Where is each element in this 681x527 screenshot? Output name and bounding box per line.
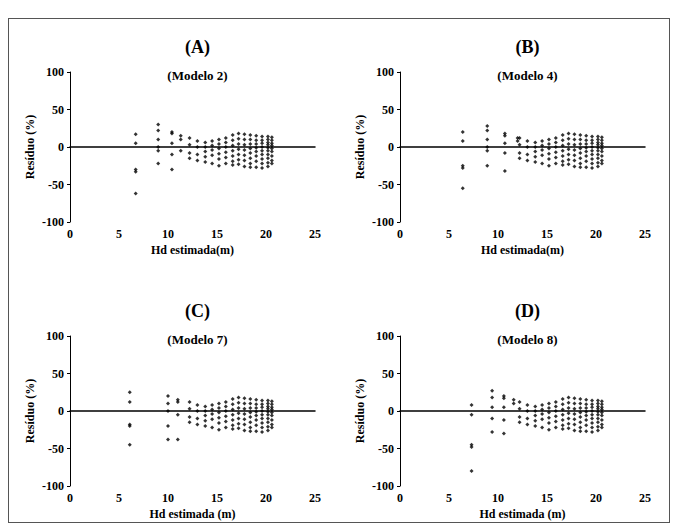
svg-text:15: 15: [211, 491, 223, 505]
svg-text:Hd estimada(m): Hd estimada(m): [481, 243, 564, 257]
svg-text:Resíduo (%): Resíduo (%): [353, 379, 367, 443]
svg-text:-100: -100: [42, 479, 64, 493]
svg-text:10: 10: [492, 491, 504, 505]
svg-text:5: 5: [116, 491, 122, 505]
svg-text:-50: -50: [48, 178, 64, 192]
svg-text:25: 25: [309, 491, 321, 505]
svg-text:(D): (D): [515, 301, 540, 322]
svg-text:-100: -100: [42, 215, 64, 229]
svg-text:15: 15: [211, 227, 223, 241]
svg-text:(B): (B): [516, 37, 540, 58]
svg-text:0: 0: [58, 404, 64, 418]
svg-text:Hd estimada(m): Hd estimada(m): [151, 243, 234, 257]
svg-text:Resíduo (%): Resíduo (%): [23, 115, 37, 179]
svg-text:10: 10: [492, 227, 504, 241]
svg-text:0: 0: [397, 227, 403, 241]
svg-text:Hd estimada (m): Hd estimada (m): [150, 507, 236, 521]
svg-text:100: 100: [46, 329, 64, 343]
svg-text:10: 10: [162, 227, 174, 241]
svg-text:0: 0: [397, 491, 403, 505]
svg-text:50: 50: [382, 103, 394, 117]
svg-text:(A): (A): [185, 37, 210, 58]
svg-text:Resíduo (%): Resíduo (%): [353, 115, 367, 179]
svg-text:-50: -50: [48, 442, 64, 456]
svg-text:-50: -50: [378, 178, 394, 192]
svg-text:0: 0: [388, 140, 394, 154]
svg-text:20: 20: [260, 491, 272, 505]
svg-text:-50: -50: [378, 442, 394, 456]
svg-text:(Modelo 4): (Modelo 4): [497, 68, 557, 83]
svg-text:25: 25: [639, 227, 651, 241]
svg-text:5: 5: [116, 227, 122, 241]
svg-text:100: 100: [46, 65, 64, 79]
svg-text:5: 5: [446, 227, 452, 241]
svg-text:(C): (C): [185, 301, 210, 322]
svg-text:-100: -100: [372, 479, 394, 493]
svg-text:0: 0: [67, 227, 73, 241]
svg-text:Hd estimada (m): Hd estimada (m): [480, 507, 566, 521]
svg-text:5: 5: [446, 491, 452, 505]
svg-text:(Modelo 2): (Modelo 2): [167, 68, 227, 83]
svg-text:-100: -100: [372, 215, 394, 229]
svg-text:(Modelo 7): (Modelo 7): [167, 332, 227, 347]
svg-text:15: 15: [541, 491, 553, 505]
svg-text:0: 0: [67, 491, 73, 505]
svg-text:0: 0: [388, 404, 394, 418]
svg-text:50: 50: [52, 367, 64, 381]
svg-text:100: 100: [376, 65, 394, 79]
svg-text:Resíduo (%): Resíduo (%): [23, 379, 37, 443]
svg-text:20: 20: [590, 491, 602, 505]
svg-text:20: 20: [260, 227, 272, 241]
svg-text:100: 100: [376, 329, 394, 343]
svg-text:(Modelo 8): (Modelo 8): [497, 332, 557, 347]
svg-text:25: 25: [639, 491, 651, 505]
svg-text:10: 10: [162, 491, 174, 505]
svg-text:25: 25: [309, 227, 321, 241]
svg-text:50: 50: [382, 367, 394, 381]
svg-text:15: 15: [541, 227, 553, 241]
svg-text:50: 50: [52, 103, 64, 117]
svg-text:20: 20: [590, 227, 602, 241]
svg-text:0: 0: [58, 140, 64, 154]
